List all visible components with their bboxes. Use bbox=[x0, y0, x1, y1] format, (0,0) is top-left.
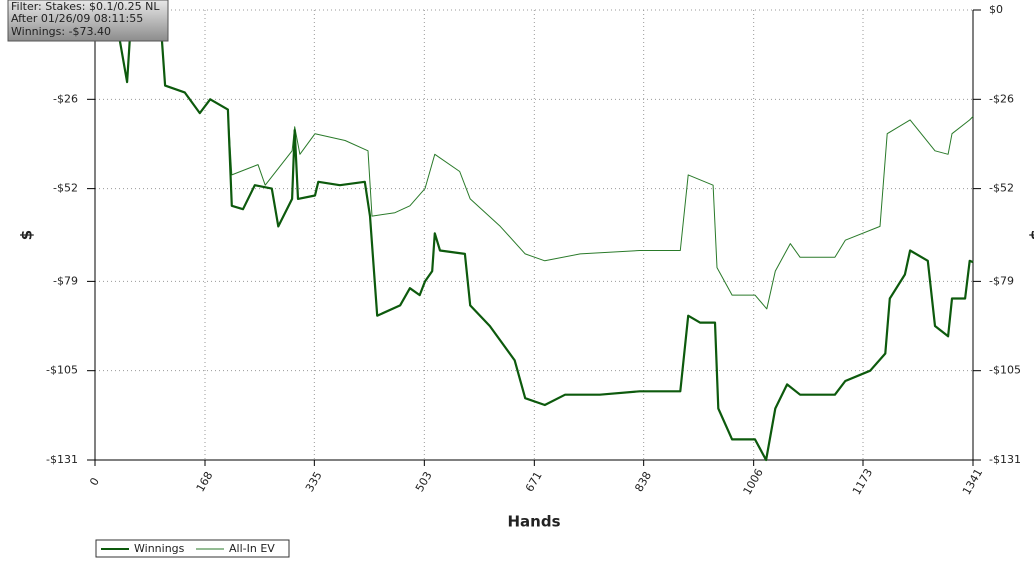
info-box bbox=[7, 0, 169, 42]
y-tick-label: -$105 bbox=[46, 364, 78, 377]
info-line: Filter: Stakes: $0.1/0.25 NL bbox=[11, 0, 160, 13]
legend-label: All-In EV bbox=[229, 542, 275, 555]
y-tick-label: -$26 bbox=[53, 92, 78, 105]
legend-label: Winnings bbox=[134, 542, 185, 555]
x-tick-label: 503 bbox=[413, 469, 435, 494]
x-tick-label: 1341 bbox=[960, 466, 985, 497]
x-tick-label: 335 bbox=[303, 469, 325, 494]
x-tick-label: 671 bbox=[523, 469, 545, 494]
series-line bbox=[94, 8, 974, 462]
x-tick-label: 0 bbox=[87, 475, 102, 488]
info-line: After 01/26/09 08:11:55 bbox=[11, 12, 143, 25]
x-tick-label: 1006 bbox=[741, 466, 766, 497]
y2-tick-label: -$26 bbox=[989, 92, 1014, 105]
x-tick-label: 838 bbox=[632, 469, 654, 494]
y-tick-label: -$131 bbox=[46, 453, 78, 466]
y-axis-title: $ bbox=[18, 230, 36, 240]
y2-axis-title: $ bbox=[1028, 230, 1034, 240]
x-axis-title: Hands bbox=[507, 513, 560, 531]
y2-tick-label: -$79 bbox=[989, 274, 1014, 287]
y2-tick-label: $0 bbox=[989, 3, 1003, 16]
y2-tick-label: -$131 bbox=[989, 453, 1021, 466]
info-line: Winnings: -$73.40 bbox=[11, 25, 111, 38]
y-tick-label: -$52 bbox=[53, 182, 78, 195]
y2-tick-label: -$105 bbox=[989, 364, 1021, 377]
plot-area: -$131 -$131 -$105 -$105 -$79 -$79 -$52 -$52 -$26… bbox=[46, 3, 1021, 497]
x-tick-label: 168 bbox=[194, 469, 216, 494]
x-tick-label: 1173 bbox=[850, 466, 875, 497]
y-tick-label: -$79 bbox=[53, 274, 78, 287]
legend bbox=[95, 539, 290, 558]
y2-tick-label: -$52 bbox=[989, 182, 1014, 195]
